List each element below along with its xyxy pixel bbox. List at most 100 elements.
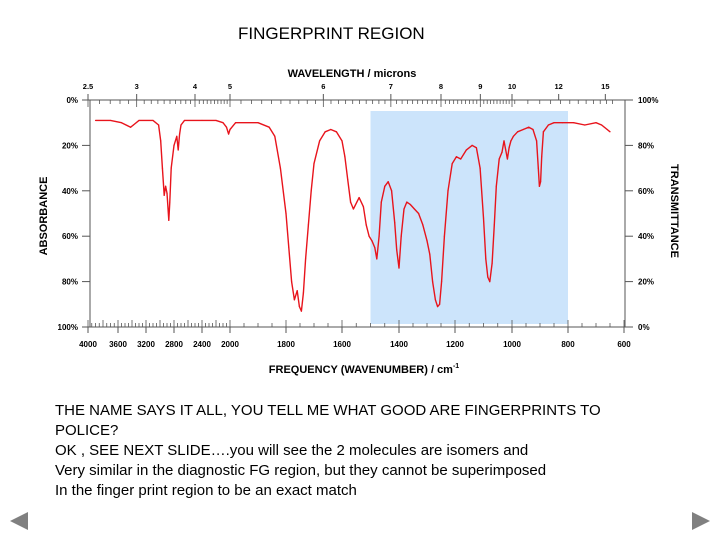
spectrum-point	[378, 235, 380, 237]
spectrum-point	[422, 224, 424, 226]
slide-body-text: THE NAME SAYS IT ALL, YOU TELL ME WHAT G…	[55, 401, 675, 501]
spectrum-point	[349, 201, 352, 203]
spectrum-point	[553, 122, 555, 124]
spectrum-point	[426, 240, 428, 242]
spectrum-point	[344, 156, 346, 158]
spectrum-point	[542, 131, 544, 133]
spectrum-point	[487, 276, 489, 278]
spectrum-point	[341, 140, 343, 142]
spectrum-point	[257, 122, 259, 124]
spectrum-point	[362, 206, 364, 208]
body-line: THE NAME SAYS IT ALL, YOU TELL ME WHAT G…	[55, 402, 601, 419]
spectrum-point	[479, 167, 481, 169]
spectrum-point	[432, 281, 434, 283]
right-tick-label: 60%	[638, 187, 654, 196]
spectrum-point	[429, 253, 431, 255]
top-tick-label: 6	[321, 82, 325, 91]
spectrum-point	[177, 149, 179, 151]
top-tick-label: 9	[478, 82, 482, 91]
x-tick-label: 2000	[221, 340, 239, 349]
x-axis-label: FREQUENCY (WAVENUMBER) / cm-1	[269, 363, 460, 376]
spectrum-point	[158, 124, 160, 126]
top-tick-label: 15	[601, 82, 609, 91]
left-axis-label: ABSORBANCE	[38, 177, 50, 256]
x-tick-label: 1200	[446, 340, 464, 349]
spectrum-point	[371, 240, 373, 242]
x-tick-label: 1800	[277, 340, 295, 349]
x-tick-label: 1400	[390, 340, 408, 349]
next-slide-button[interactable]	[690, 510, 712, 532]
spectrum-point	[307, 224, 309, 226]
spectrum-point	[505, 149, 507, 151]
left-tick-label: 20%	[62, 141, 78, 150]
spectrum-point	[368, 235, 370, 237]
spectrum-point	[485, 258, 487, 260]
fingerprint-region-highlight	[370, 111, 568, 324]
spectrum-point	[94, 119, 97, 122]
spectrum-point	[418, 212, 420, 215]
spectrum-point	[288, 246, 290, 249]
spectrum-point	[495, 185, 497, 187]
left-tick-label: 100%	[58, 323, 78, 332]
spectrum-point	[508, 147, 510, 149]
left-tick-label: 0%	[66, 96, 78, 105]
spectrum-point	[501, 151, 503, 153]
spectrum-point	[434, 299, 436, 301]
spectrum-point	[347, 178, 349, 181]
spectrum-point	[305, 258, 307, 260]
spectrum-point	[130, 126, 132, 128]
left-tick-label: 60%	[62, 232, 78, 241]
spectrum-point	[532, 128, 534, 131]
spectrum-point	[109, 119, 112, 122]
spectrum-point	[537, 167, 539, 169]
spectrum-point	[319, 140, 321, 142]
spectrum-point	[451, 162, 453, 165]
body-line: OK , SEE NEXT SLIDE….you will see the 2 …	[55, 442, 529, 459]
spectrum-point	[228, 133, 230, 135]
spectrum-point	[160, 140, 162, 142]
spectrum-point	[324, 131, 326, 133]
spectrum-point	[376, 258, 378, 260]
spectrum-point	[506, 158, 509, 160]
spectrum-point	[365, 224, 367, 226]
spectrum-point	[161, 167, 164, 169]
x-tick-label: 1000	[503, 340, 521, 349]
spectrum-point	[268, 126, 270, 128]
spectrum-point	[170, 167, 172, 169]
spectrum-point	[235, 122, 237, 124]
spectrum-point	[298, 305, 301, 308]
body-line: POLICE?	[55, 422, 119, 439]
spectrum-point	[400, 235, 402, 237]
top-tick-label: 10	[508, 82, 516, 91]
spectrum-point	[352, 208, 354, 210]
top-tick-label: 5	[228, 82, 232, 91]
spectrum-point	[482, 217, 485, 219]
previous-slide-button[interactable]	[8, 510, 30, 532]
spectrum-point	[455, 156, 458, 158]
spectrum-point	[406, 201, 408, 203]
spectrum-point	[465, 149, 467, 151]
spectrum-point	[384, 185, 386, 187]
left-tick-label: 80%	[62, 278, 78, 287]
spectrum-point	[512, 135, 515, 137]
spectrum-point	[606, 128, 608, 131]
slide-title: FINGERPRINT REGION	[238, 24, 425, 43]
spectrum-point	[447, 190, 449, 192]
spectrum-point	[176, 135, 178, 137]
spectrum-point	[274, 135, 276, 137]
spectrum-point	[293, 299, 295, 301]
spectrum-point	[179, 133, 181, 135]
right-axis-label: TRANSMITTANCE	[668, 164, 680, 258]
spectrum-point	[595, 122, 597, 124]
right-tick-label: 20%	[638, 278, 654, 287]
spectrum-point	[285, 212, 287, 215]
spectrum-point	[313, 162, 315, 165]
spectrum-point	[601, 124, 603, 126]
right-tick-label: 40%	[638, 232, 654, 241]
spectrum-point	[396, 249, 398, 251]
spectrum-point	[498, 158, 500, 160]
spectrum-point	[440, 281, 443, 283]
x-tick-label: 2800	[165, 340, 183, 349]
spectrum-point	[584, 124, 586, 126]
spectrum-point	[169, 201, 171, 203]
